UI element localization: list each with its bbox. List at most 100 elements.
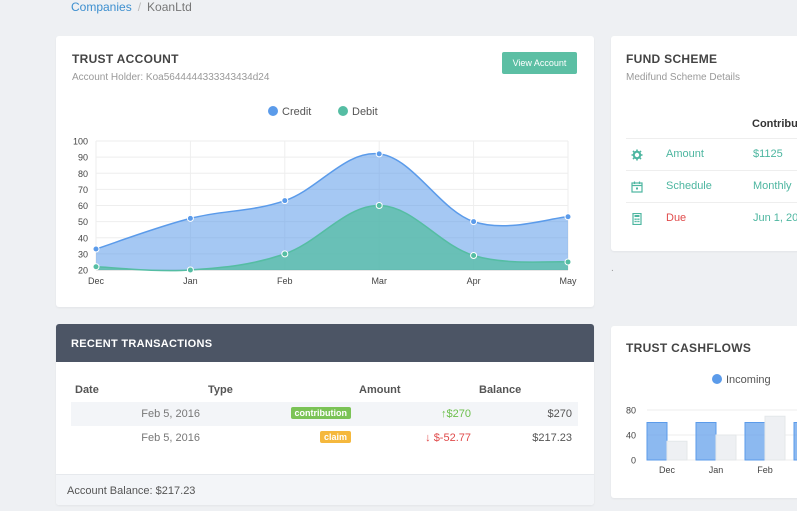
x-tick-label: May: [559, 276, 577, 286]
breadcrumb-separator: /: [137, 0, 142, 14]
recent-transactions-header: RECENT TRANSACTIONS: [56, 324, 594, 362]
data-point-debit: [281, 250, 289, 258]
transaction-amount-cell: ↓ $-52.77: [425, 432, 471, 444]
data-point-credit: [470, 218, 478, 226]
legend-label-incoming: Incoming: [726, 374, 771, 386]
y-tick-label: 80: [626, 406, 636, 416]
bar-incoming: [646, 422, 668, 461]
data-point-credit: [186, 214, 194, 222]
fund-scheme-note: .: [611, 263, 614, 274]
arrow-down-icon: ↓: [425, 432, 434, 444]
transaction-amount: $-52.77: [433, 432, 471, 444]
account-balance-footer: Account Balance: $217.23: [56, 474, 594, 505]
transaction-date: Feb 5, 2016: [141, 432, 200, 444]
breadcrumb: Companies / KoanLtd: [71, 0, 192, 14]
calendar-icon: [631, 181, 643, 193]
contribution-column-header: Contribu: [752, 118, 797, 130]
legend-marker-credit: [268, 106, 278, 116]
bar-incoming: [744, 422, 766, 461]
trust-account-card: TRUST ACCOUNT Account Holder: Koa5644444…: [56, 36, 594, 307]
y-tick-label: 20: [78, 266, 88, 276]
bar-secondary: [764, 415, 786, 461]
legend-marker-incoming: [712, 374, 722, 384]
series-line-debit: [95, 204, 569, 272]
y-tick-label: 70: [78, 185, 88, 195]
calculator-icon: [631, 212, 643, 226]
recent-transactions-card: RECENT TRANSACTIONS Date Type Amount Bal…: [56, 324, 594, 505]
table-row[interactable]: Feb 5, 2016 contribution ↑$270 $270: [71, 402, 578, 426]
trust-cashflows-title: TRUST CASHFLOWS: [626, 341, 752, 355]
x-tick-label: Feb: [277, 276, 293, 286]
fund-scheme-card: FUND SCHEME Medifund Scheme Details Cont…: [611, 36, 797, 251]
bar-secondary: [715, 434, 737, 461]
y-tick-label: 0: [631, 456, 636, 466]
data-point-debit: [375, 202, 383, 209]
x-tick-label: Feb: [757, 465, 773, 475]
x-tick-label: Jan: [183, 276, 198, 286]
column-header-amount: Amount: [359, 384, 401, 396]
bar-secondary: [666, 440, 688, 461]
transaction-date: Feb 5, 2016: [141, 408, 200, 420]
view-account-button[interactable]: View Account: [502, 52, 577, 74]
y-tick-label: 50: [78, 217, 88, 227]
series-area-credit: [96, 153, 568, 270]
transaction-amount: $270: [446, 408, 471, 420]
trust-cashflows-card: Incoming 0 40 80 Dec Jan Feb TRUST CASHFLOWS: [611, 326, 797, 498]
fund-row-due: Due Jun 1, 20: [626, 202, 797, 234]
fund-row-value: $1125: [753, 148, 783, 160]
account-balance-text: Account Balance: $217.23: [67, 485, 196, 497]
arrow-up-icon: ↑: [441, 408, 447, 420]
fund-row-label: Schedule: [666, 180, 712, 192]
x-tick-label: Apr: [467, 276, 481, 286]
breadcrumb-companies-link[interactable]: Companies: [71, 0, 132, 14]
account-holder-text: Account Holder: Koa5644444333343434d24: [72, 72, 270, 83]
fund-row-amount: Amount $1125: [626, 138, 797, 170]
x-tick-label: Jan: [709, 465, 724, 475]
transaction-type-badge: contribution: [290, 407, 351, 419]
transaction-amount-cell: ↑$270: [441, 408, 471, 420]
table-row[interactable]: Feb 5, 2016 claim ↓ $-52.77 $217.23: [71, 426, 578, 450]
data-point-credit: [375, 150, 383, 158]
data-point-debit: [564, 258, 572, 266]
x-tick-label: Dec: [88, 276, 105, 286]
legend-label-credit: Credit: [282, 106, 311, 118]
column-header-type: Type: [208, 384, 233, 396]
transaction-balance: $270: [547, 408, 572, 420]
fund-row-label: Amount: [666, 148, 704, 160]
data-point-credit: [281, 197, 289, 205]
fund-row-label: Due: [666, 212, 687, 224]
y-tick-label: 40: [78, 233, 88, 243]
data-point-credit: [564, 213, 572, 221]
y-tick-label: 90: [78, 153, 88, 163]
fund-row-value: Monthly: [753, 180, 792, 192]
bar-incoming: [695, 422, 717, 461]
y-tick-label: 60: [78, 201, 88, 211]
x-tick-label: Dec: [659, 465, 676, 475]
transaction-balance: $217.23: [532, 432, 572, 444]
series-area-debit: [96, 205, 568, 271]
column-header-balance: Balance: [479, 384, 522, 396]
data-point-debit: [470, 251, 478, 259]
trust-cashflows-bar-chart: Incoming 0 40 80 Dec Jan Feb: [626, 374, 797, 475]
column-header-date: Date: [75, 384, 99, 396]
x-tick-label: Mar: [371, 276, 387, 286]
breadcrumb-current: KoanLtd: [147, 0, 192, 14]
y-tick-label: 80: [78, 169, 88, 179]
bar-incoming-partial: [793, 422, 797, 461]
chart-legend: Credit Debit: [268, 106, 378, 118]
data-point-credit: [92, 245, 100, 253]
y-tick-label: 40: [626, 431, 636, 441]
data-point-debit: [92, 263, 100, 271]
transaction-type-badge: claim: [319, 431, 351, 443]
trust-account-area-chart: Credit Debit 20 30 40 50 60 70 80 90 100 Dec Jan Feb M…: [73, 106, 577, 286]
gear-icon: [631, 149, 643, 161]
fund-row-schedule: Schedule Monthly: [626, 170, 797, 202]
y-tick-label: 30: [78, 249, 88, 259]
trust-account-title: TRUST ACCOUNT: [72, 52, 179, 66]
recent-transactions-title: RECENT TRANSACTIONS: [71, 338, 213, 350]
series-line-credit: [95, 153, 569, 250]
data-point-debit: [186, 266, 194, 274]
fund-scheme-subtitle: Medifund Scheme Details: [626, 72, 740, 83]
legend-marker-debit: [338, 106, 348, 116]
fund-row-value: Jun 1, 20: [753, 212, 797, 224]
